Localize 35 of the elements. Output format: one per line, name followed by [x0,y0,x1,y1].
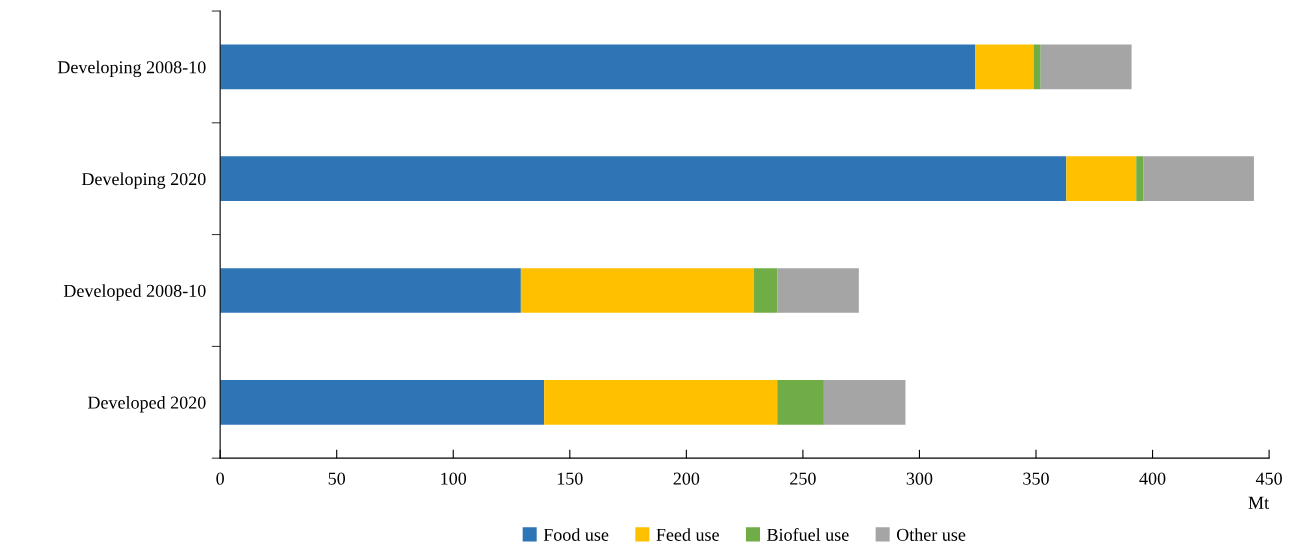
bar [1143,156,1254,202]
x-tick-label: 250 [790,472,816,485]
x-axis-title: Mt [1248,496,1269,509]
x-tick-label: 300 [906,472,933,485]
bar [1136,156,1144,202]
bar [823,379,906,425]
y-tick-label: Developing 2008-10 [57,60,206,78]
bar [1040,44,1132,90]
bar [520,268,754,313]
y-tick-label: Developed 2008-10 [63,284,206,301]
bar [220,268,521,313]
x-tick-label: 0 [216,472,224,485]
legend-label: Other use [896,528,966,541]
legend-label: Food use [543,528,609,541]
bar [777,268,859,313]
x-tick-label: 200 [673,472,700,485]
x-tick-label: 100 [441,472,467,485]
y-tick-label: Developing 2020 [81,172,206,189]
legend-label: Biofuel use [767,527,849,541]
bar [544,379,778,425]
bar [753,268,778,313]
bar [777,379,824,425]
bar [975,44,1034,90]
x-tick-label: 400 [1139,472,1166,485]
bar [220,44,976,90]
bar [1033,44,1041,90]
y-tick-label: Developed 2020 [87,396,206,413]
bar [220,379,545,425]
x-tick-label: 50 [328,472,346,485]
legend-label: Feed use [656,528,719,541]
x-tick-label: 450 [1255,472,1282,485]
bar [1066,156,1137,202]
bar [220,156,1067,202]
x-tick-label: 350 [1023,472,1049,485]
x-tick-label: 150 [557,472,583,485]
